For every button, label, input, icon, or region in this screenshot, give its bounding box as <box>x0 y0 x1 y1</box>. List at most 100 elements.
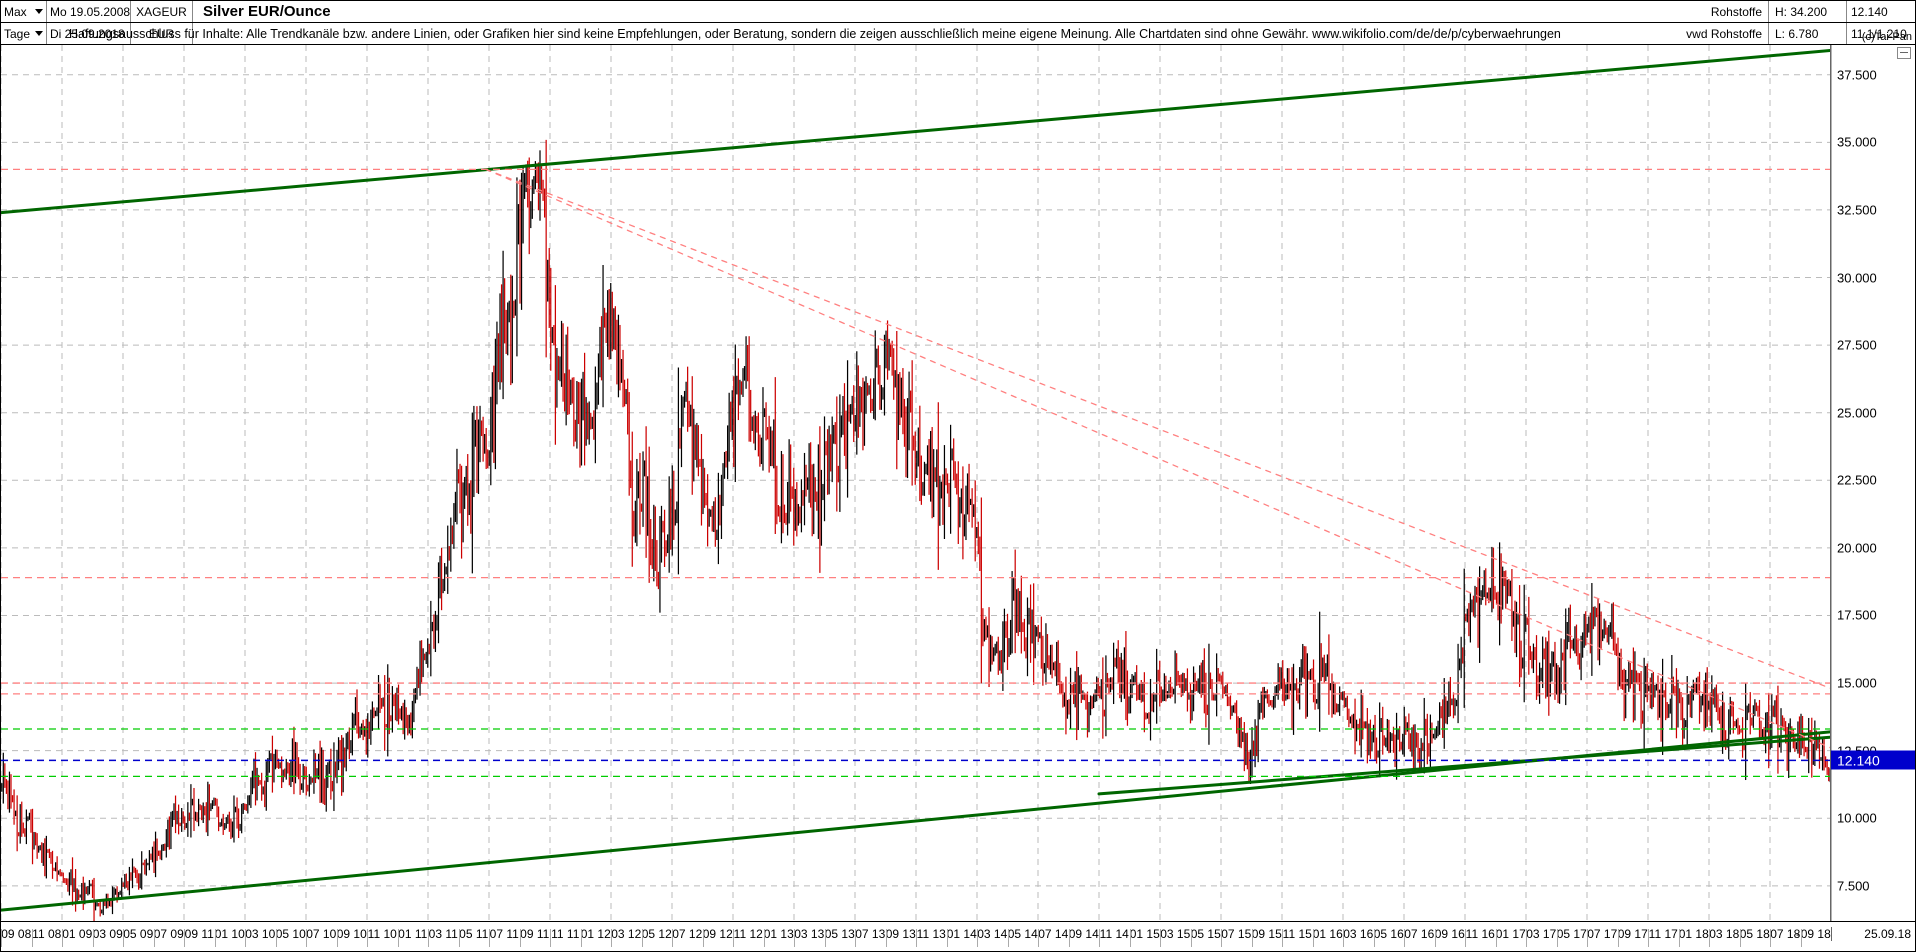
x-tick-label: 05 18 <box>1739 927 1770 941</box>
y-tick-label: 25.000 <box>1837 405 1877 421</box>
x-tick-separator <box>367 929 368 947</box>
x-tick-separator <box>1526 929 1527 947</box>
x-tick-separator <box>397 929 399 947</box>
symbol-value: XAGEUR <box>136 4 187 19</box>
x-tick-separator <box>1495 929 1497 947</box>
interval-select[interactable]: Tage <box>1 23 47 44</box>
x-tick-label: 03 18 <box>1709 927 1740 941</box>
x-tick-label: 07 15 <box>1221 927 1252 941</box>
x-tick-label: 05 14 <box>1007 927 1038 941</box>
x-tick-label: 01 09 <box>62 927 93 941</box>
x-tick-separator <box>1343 929 1344 947</box>
last-price: 12.140 <box>1847 1 1915 22</box>
x-tick-label: 03 17 <box>1526 927 1557 941</box>
currency-field: EUR <box>131 23 193 44</box>
y-tick-label: 17.500 <box>1837 607 1877 623</box>
x-tick-separator <box>1465 929 1466 947</box>
x-tick-label: 01 13 <box>763 927 794 941</box>
x-tick-label: 01 11 <box>398 927 428 941</box>
x-tick-separator <box>794 929 795 947</box>
x-axis[interactable]: 09 08 11 08 01 09 03 09 05 09 07 09 09 11 01 10… <box>1 921 1915 951</box>
x-tick-separator <box>62 929 63 947</box>
x-tick-label-group: 09 08 11 08 01 09 03 09 05 09 07 09 09 11 01 10… <box>1 927 1831 947</box>
x-tick-separator <box>31 929 33 947</box>
x-tick-separator <box>1587 929 1588 947</box>
low-text: L: 6.780 <box>1775 26 1819 41</box>
x-tick-separator <box>733 929 734 947</box>
x-tick-label: 09 13 <box>885 927 916 941</box>
x-tick-label: 11 13 <box>916 927 946 941</box>
last-price-text: 12.140 <box>1851 4 1888 19</box>
y-tick-label: 20.000 <box>1837 540 1877 556</box>
x-tick-separator <box>153 929 155 947</box>
page-title-text: Silver EUR/Ounce <box>203 3 331 20</box>
x-tick-label: 09 17 <box>1617 927 1648 941</box>
upper-green-channel <box>1 48 1830 215</box>
range-select-label: Max <box>4 4 27 19</box>
y-axis[interactable]: 37.500 35.000 32.500 30.000 27.500 25.000 22.5… <box>1831 45 1915 921</box>
footer-end-date: 25.09.18 <box>1831 927 1915 941</box>
x-tick-label: 07 13 <box>855 927 886 941</box>
x-tick-label: 03 15 <box>1160 927 1191 941</box>
x-tick-separator <box>672 929 673 947</box>
toolbar-row-bottom: Tage Di 25.09.2018 EUR vwd Rohstoffe L: … <box>1 23 1915 45</box>
quote-info-group-bottom: vwd Rohstoffe L: 6.780 11.1/1.210 <box>1681 23 1915 44</box>
x-tick-label: 01 17 <box>1495 927 1526 941</box>
x-tick-label: 03 14 <box>977 927 1008 941</box>
x-tick-label: 07 10 <box>306 927 337 941</box>
x-tick-label: 11 11 <box>551 927 580 941</box>
plot-canvas[interactable] <box>1 45 1831 921</box>
x-tick-separator <box>1099 929 1100 947</box>
x-tick-label: 09 16 <box>1434 927 1465 941</box>
x-tick-separator <box>1404 929 1405 947</box>
x-tick-separator <box>1282 929 1283 947</box>
x-tick-label: 09 08 <box>1 927 32 941</box>
provider-text: vwd Rohstoffe <box>1686 26 1762 41</box>
minimize-icon[interactable] <box>1897 47 1911 59</box>
x-tick-separator <box>1556 929 1558 947</box>
date-from-field[interactable]: Mo 19.05.2008 <box>47 1 131 22</box>
x-tick-separator <box>1190 929 1192 947</box>
x-tick-separator <box>184 929 185 947</box>
x-tick-separator <box>1 929 2 947</box>
x-tick-label: 07 11 <box>489 927 519 941</box>
x-tick-separator <box>977 929 978 947</box>
x-tick-separator <box>1007 929 1009 947</box>
x-tick-separator <box>580 929 582 947</box>
x-tick-label: 01 15 <box>1129 927 1160 941</box>
x-tick-label: 05 17 <box>1556 927 1587 941</box>
x-tick-separator <box>1617 929 1619 947</box>
quote-info-group-top: Rohstoffe H: 34.200 12.140 <box>1681 1 1915 22</box>
x-tick-label: 09 18 <box>1800 927 1831 941</box>
date-to-field[interactable]: Di 25.09.2018 <box>47 23 131 44</box>
chart-area: 37.500 35.000 32.500 30.000 27.500 25.000 22.5… <box>1 45 1915 921</box>
range-select[interactable]: Max <box>1 1 47 22</box>
x-tick-label: 11 12 <box>733 927 763 941</box>
red-downtrend-upper <box>485 168 1830 689</box>
x-tick-label: 03 09 <box>92 927 123 941</box>
x-tick-separator <box>489 929 490 947</box>
x-tick-label: 03 12 <box>611 927 642 941</box>
x-tick-separator <box>916 929 917 947</box>
y-tick-label: 7.500 <box>1837 878 1870 894</box>
y-tick-label: 15.000 <box>1837 675 1877 691</box>
x-tick-separator <box>1434 929 1436 947</box>
red-downtrend-lower <box>485 168 1830 749</box>
x-tick-label: 11 16 <box>1465 927 1495 941</box>
x-tick-label: 05 10 <box>275 927 306 941</box>
symbol-field[interactable]: XAGEUR <box>131 1 193 22</box>
x-tick-label: 07 16 <box>1404 927 1435 941</box>
x-tick-separator <box>946 929 948 947</box>
footer-dash: - <box>1796 927 1800 941</box>
change-value: 11.1/1.210 <box>1847 23 1915 44</box>
x-tick-label: 05 12 <box>641 927 672 941</box>
provider-label: vwd Rohstoffe <box>1681 23 1769 44</box>
currency-value: EUR <box>148 26 175 41</box>
x-tick-separator <box>1709 929 1710 947</box>
x-tick-separator <box>1312 929 1314 947</box>
x-tick-separator <box>1160 929 1161 947</box>
date-to-value: Di 25.09.2018 <box>50 26 125 41</box>
x-tick-label: 01 18 <box>1678 927 1709 941</box>
x-tick-label: 07 14 <box>1038 927 1069 941</box>
